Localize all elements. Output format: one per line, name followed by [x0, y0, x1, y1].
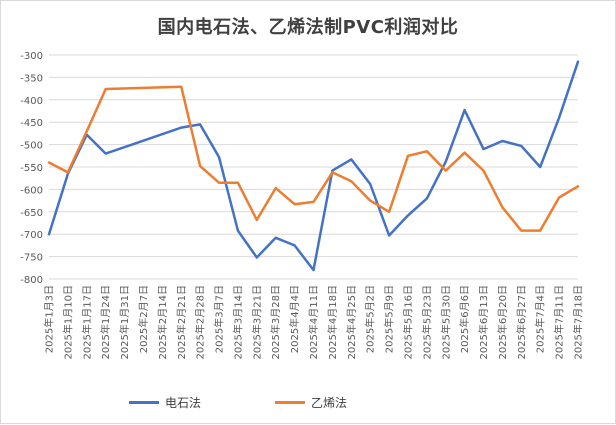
x-tick-label: 2025年4月18日 — [326, 285, 339, 360]
x-tick-label: 2025年4月11日 — [307, 285, 320, 360]
y-tick-label: -750 — [20, 253, 43, 264]
y-tick-label: -800 — [20, 275, 43, 286]
x-tick-label: 2025年1月10日 — [61, 285, 74, 360]
y-tick-label: -600 — [20, 185, 43, 196]
legend-item-series-2: 乙烯法 — [275, 394, 347, 411]
x-tick-label: 2025年6月6日 — [458, 285, 471, 353]
x-tick-label: 2025年5月16日 — [401, 285, 414, 360]
legend-label-series-1: 电石法 — [165, 394, 201, 411]
y-tick-label: -350 — [20, 73, 43, 84]
x-tick-label: 2025年5月9日 — [383, 285, 396, 353]
legend-label-series-2: 乙烯法 — [311, 394, 347, 411]
x-tick-label: 2025年1月17日 — [80, 285, 93, 360]
y-tick-label: -500 — [20, 141, 43, 152]
x-tick-label: 2025年1月24日 — [99, 285, 112, 360]
x-tick-label: 2025年5月30日 — [439, 285, 452, 360]
x-tick-label: 2025年3月21日 — [250, 285, 263, 360]
x-tick-label: 2025年7月4日 — [534, 285, 547, 353]
x-tick-label: 2025年5月23日 — [420, 285, 433, 360]
y-tick-label: -650 — [20, 208, 43, 219]
x-tick-label: 2025年2月14日 — [156, 285, 169, 360]
x-tick-label: 2025年3月14日 — [231, 285, 244, 360]
series-line-1 — [49, 62, 578, 270]
y-tick-label: -550 — [20, 163, 43, 174]
y-tick-label: -400 — [20, 96, 43, 107]
y-tick-label: -450 — [20, 118, 43, 129]
x-tick-label: 2025年1月3日 — [43, 285, 56, 353]
legend-swatch-series-2 — [275, 401, 305, 404]
x-tick-label: 2025年6月20日 — [496, 285, 509, 360]
legend-swatch-series-1 — [129, 401, 159, 404]
x-tick-label: 2025年6月13日 — [477, 285, 490, 360]
legend: 电石法 乙烯法 — [1, 394, 616, 414]
series-line-2 — [49, 87, 578, 231]
x-tick-label: 2025年1月31日 — [118, 285, 131, 360]
x-tick-label: 2025年3月28日 — [269, 285, 282, 360]
x-tick-label: 2025年2月28日 — [194, 285, 207, 360]
x-tick-label: 2025年7月11日 — [553, 285, 566, 360]
x-tick-label: 2025年4月4日 — [288, 285, 301, 353]
y-axis-ticks: -300 -350 -400 -450 -500 -550 -600 -650 -700 -750… — [20, 51, 43, 286]
series-lines — [49, 62, 578, 270]
x-tick-label: 2025年3月7日 — [213, 285, 226, 353]
x-tick-label: 2025年7月18日 — [572, 285, 585, 360]
x-tick-label: 2025年6月27日 — [515, 285, 528, 360]
x-axis-ticks: 2025年1月3日 2025年1月10日 2025年1月17日 2025年1月24日 2… — [43, 285, 585, 360]
legend-item-series-1: 电石法 — [129, 394, 201, 411]
x-tick-label: 2025年5月2日 — [364, 285, 377, 353]
y-tick-label: -700 — [20, 230, 43, 241]
x-tick-label: 2025年4月25日 — [345, 285, 358, 360]
x-tick-label: 2025年2月21日 — [175, 285, 188, 360]
y-tick-label: -300 — [20, 51, 43, 62]
x-tick-label: 2025年2月7日 — [137, 285, 150, 353]
